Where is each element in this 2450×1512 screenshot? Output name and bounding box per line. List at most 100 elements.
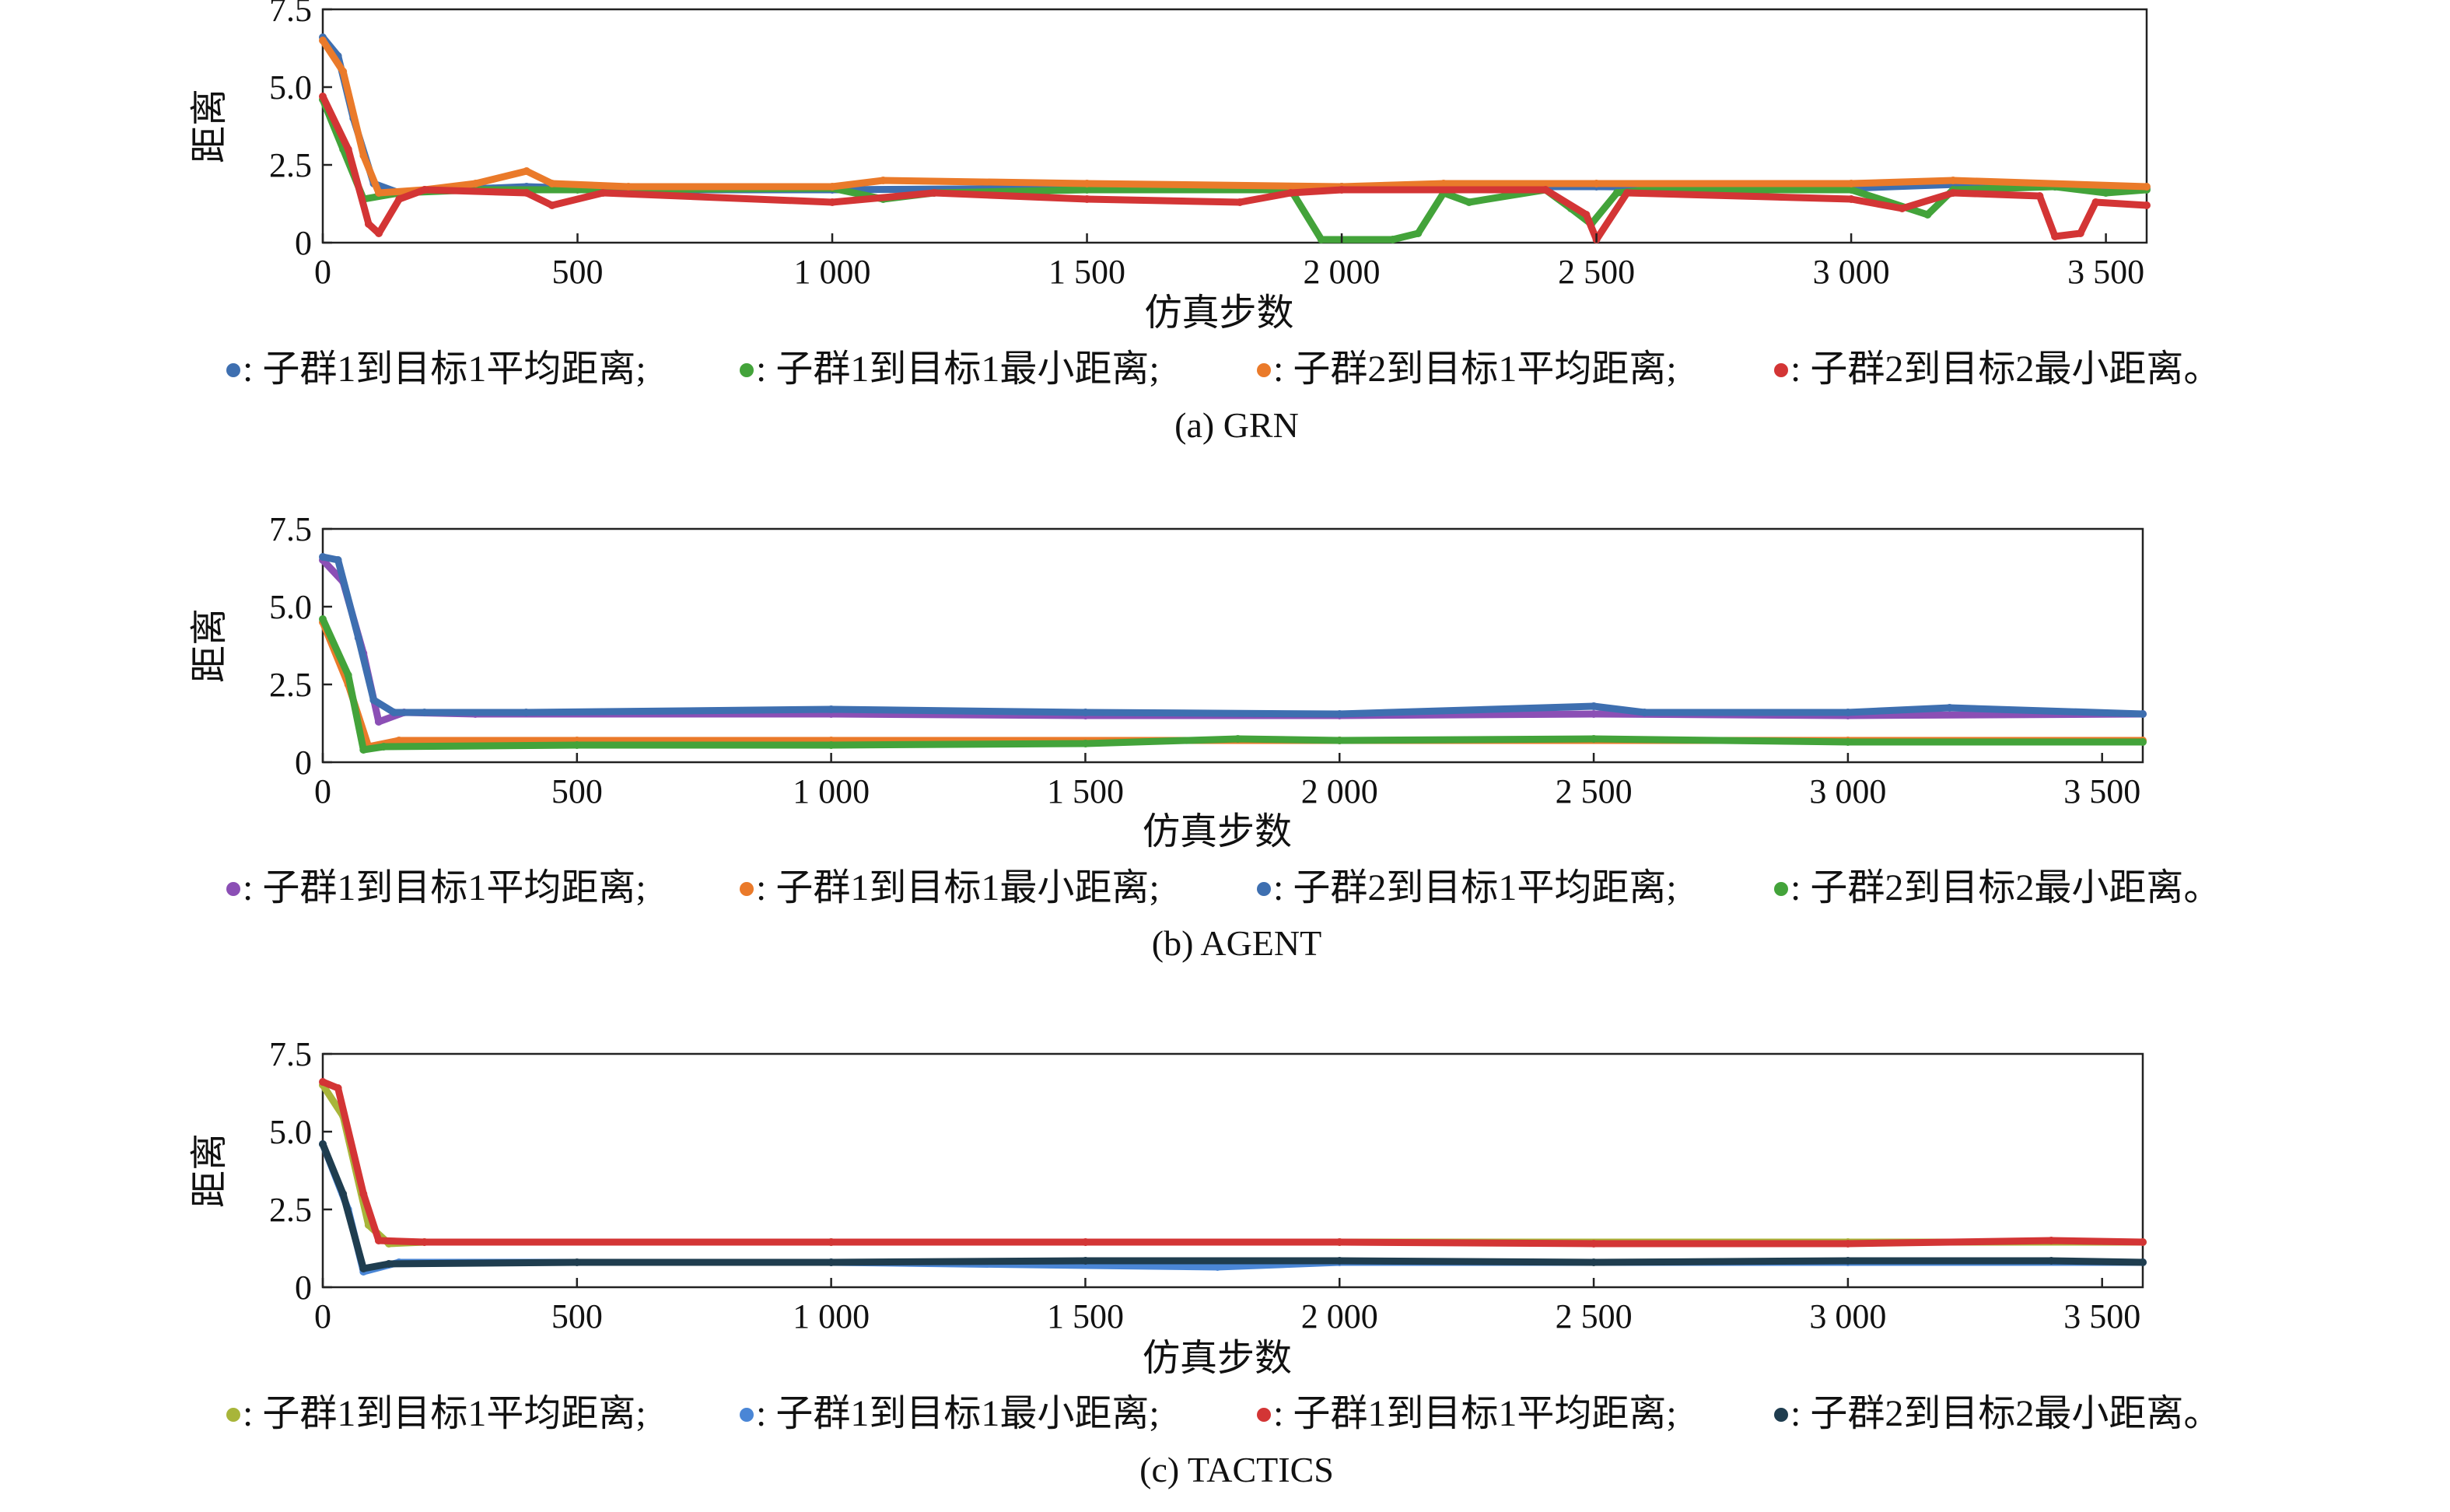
data-point	[2139, 738, 2147, 746]
x-tick-label: 3 000	[1809, 772, 1886, 810]
data-point	[1083, 186, 1091, 194]
legend-marker	[740, 363, 754, 377]
data-point	[625, 183, 633, 191]
data-point	[374, 718, 383, 726]
data-point	[1335, 737, 1344, 744]
legend-marker	[1774, 882, 1788, 896]
data-point	[1465, 198, 1473, 206]
legend-entry-4: : 子群2到目标2最小距离。	[1790, 348, 2221, 390]
x-tick-label: 1 500	[1048, 253, 1125, 291]
data-point	[375, 229, 383, 237]
y-tick-label: 7.5	[269, 510, 312, 548]
x-tick-label: 0	[314, 772, 331, 810]
data-point	[548, 180, 556, 187]
y-tick-label: 5.0	[269, 588, 312, 626]
data-point	[879, 177, 887, 184]
data-point	[1847, 180, 1856, 187]
data-point	[344, 145, 352, 153]
data-point	[572, 741, 581, 749]
x-axis-label: 仿真步数	[1143, 1338, 1292, 1379]
series-line-1	[319, 33, 2151, 197]
data-point	[364, 220, 373, 228]
data-point	[2143, 201, 2151, 209]
legend-entry-3: : 子群2到目标1平均距离;	[1273, 867, 1677, 908]
data-point	[334, 556, 342, 564]
data-point	[1582, 211, 1591, 219]
legend-entry-3: : 子群2到目标1平均距离;	[1273, 348, 1677, 390]
series-line-2	[319, 1140, 2147, 1276]
legend-marker	[226, 882, 240, 896]
series-line-3	[319, 1078, 2147, 1248]
data-point	[1335, 1238, 1344, 1246]
y-tick-label: 2.5	[269, 666, 312, 704]
y-axis-label: 距离	[189, 1133, 230, 1208]
data-point	[1083, 195, 1091, 203]
data-point	[319, 1140, 327, 1148]
x-tick-label: 1 000	[793, 1297, 870, 1335]
data-point	[1213, 1263, 1222, 1271]
data-point	[1949, 177, 1958, 184]
data-point	[420, 1238, 429, 1246]
data-point	[384, 1260, 393, 1268]
data-point	[1847, 195, 1856, 203]
chart-panel-2: 0 500 1 000 1 500 2 000 2 500 3 000 3 500 0 2.5 5.…	[189, 510, 2221, 963]
data-point	[1414, 229, 1423, 237]
y-tick-label: 0	[295, 1269, 312, 1307]
legend-marker	[226, 363, 240, 377]
data-point	[344, 671, 352, 679]
x-tick-label: 1 000	[794, 253, 871, 291]
data-point	[1236, 198, 1244, 206]
data-point	[334, 1084, 342, 1092]
data-point	[374, 1237, 383, 1244]
chart-panel-3: 0 500 1 000 1 500 2 000 2 500 3 000 3 500 0 2.5 5.…	[189, 1035, 2221, 1489]
data-point	[420, 709, 429, 716]
data-point	[1843, 1240, 1852, 1248]
x-axis-label: 仿真步数	[1143, 811, 1292, 852]
y-tick-label: 0	[295, 744, 312, 782]
data-point	[1923, 211, 1932, 219]
data-point	[421, 186, 429, 194]
data-point	[375, 189, 383, 197]
data-point	[2035, 192, 2044, 200]
x-tick-label: 1 500	[1047, 772, 1124, 810]
plot-frame	[321, 8, 2148, 244]
data-point	[1590, 735, 1598, 743]
legend-marker	[1257, 882, 1271, 896]
data-point	[2139, 710, 2147, 718]
data-point	[359, 1190, 368, 1198]
data-point	[1592, 180, 1601, 187]
data-point	[827, 1238, 835, 1246]
x-tick-label: 500	[552, 253, 604, 291]
data-point	[827, 741, 835, 749]
series-line-4	[319, 1140, 2147, 1272]
y-axis-label: 距离	[189, 608, 230, 683]
data-point	[339, 68, 348, 75]
data-point	[1945, 704, 1954, 712]
data-point	[828, 198, 837, 206]
data-point	[359, 746, 368, 754]
series-line-1	[319, 556, 2147, 726]
data-point	[359, 152, 368, 159]
legend-marker	[740, 1408, 754, 1422]
series-line-4	[319, 615, 2147, 754]
data-point	[339, 1190, 348, 1198]
series-line-3	[319, 553, 2147, 718]
data-point	[1843, 738, 1852, 746]
data-point	[522, 709, 530, 716]
x-tick-label: 2 000	[1304, 253, 1381, 291]
legend-entry-4: : 子群2到目标2最小距离。	[1790, 867, 2221, 908]
x-tick-label: 3 000	[1813, 253, 1890, 291]
series-line-4	[319, 93, 2151, 243]
data-point	[380, 743, 388, 751]
x-tick-label: 1 500	[1047, 1297, 1124, 1335]
data-point	[828, 183, 837, 191]
data-point	[1081, 709, 1090, 716]
data-point	[1590, 710, 1598, 718]
data-point	[1843, 709, 1852, 716]
data-point	[827, 1258, 835, 1266]
x-tick-label: 2 000	[1301, 772, 1378, 810]
data-point	[1847, 186, 1856, 194]
legend-entry-2: : 子群1到目标1最小距离;	[756, 348, 1160, 390]
x-tick-label: 0	[314, 1297, 331, 1335]
